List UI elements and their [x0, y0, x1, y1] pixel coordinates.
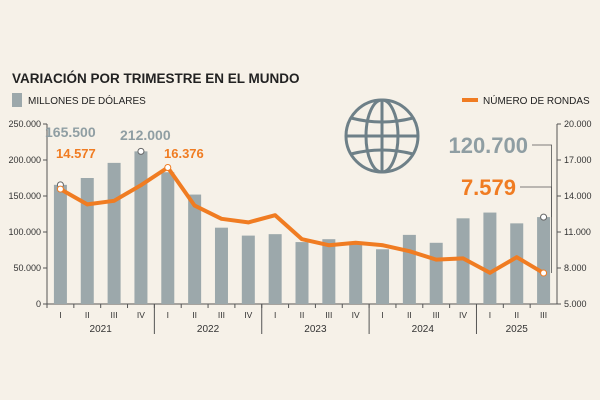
line-point: [246, 220, 251, 225]
legend-bar-swatch: [12, 93, 22, 107]
quarter-label: I: [489, 310, 491, 320]
annotation-marker: [137, 147, 145, 155]
year-label: 2024: [412, 324, 435, 335]
quarter-label: III: [111, 310, 118, 320]
axes: 0 50.000 100.000 150.000 200.000 250.000 5.000…: [8, 119, 591, 335]
annotation-leader: [532, 144, 552, 218]
annotation-marker: [56, 185, 64, 193]
quarter-label: II: [300, 310, 305, 320]
legend-bar-label: MILLONES DE DÓLARES: [28, 94, 146, 107]
legend-line-label: NÚMERO DE RONDAS: [483, 94, 590, 107]
annotation-marker: [540, 213, 548, 221]
year-label: 2022: [197, 324, 220, 335]
bar: [349, 242, 363, 304]
globe-icon: [344, 98, 420, 174]
line-point: [380, 243, 385, 247]
annotation-marker: [164, 163, 172, 171]
quarter-label: III: [433, 310, 440, 320]
quarter-label: I: [381, 310, 383, 320]
bar: [107, 162, 121, 304]
legend-bars: MILLONES DE DÓLARES: [12, 93, 146, 107]
line-point: [514, 255, 519, 259]
quarter-label: II: [514, 310, 519, 320]
bar: [214, 227, 228, 304]
chart-title: VARIACIÓN POR TRIMESTRE EN EL MUNDO: [12, 71, 300, 86]
right-tick-label: 20.000: [564, 119, 592, 129]
line-point: [488, 271, 492, 275]
quarter-label: III: [325, 310, 332, 320]
quarter-label: IV: [459, 310, 467, 320]
right-tick-label: 5.000: [564, 299, 587, 309]
bar: [241, 235, 255, 304]
annotation-label: 212.000: [120, 127, 171, 143]
bar: [161, 172, 175, 304]
bar: [510, 223, 524, 304]
bar: [268, 234, 282, 304]
left-tick-label: 150.000: [8, 191, 41, 201]
quarter-label: I: [274, 310, 276, 320]
year-label: 2021: [90, 324, 113, 335]
line-point: [407, 249, 412, 253]
line-point: [273, 213, 277, 217]
right-tick-label: 8.000: [564, 263, 587, 273]
quarter-label: I: [59, 310, 61, 320]
left-tick-label: 50.000: [13, 263, 41, 273]
annotation-label: 165.500: [45, 124, 96, 140]
line-point: [353, 241, 358, 245]
quarter-label: III: [540, 310, 547, 320]
bar: [376, 249, 390, 304]
bar: [402, 234, 416, 304]
annotation-leader: [520, 186, 552, 274]
quarter-label: II: [85, 310, 90, 320]
bar: [188, 194, 202, 304]
bars: [53, 151, 551, 304]
left-tick-label: 250.000: [8, 119, 41, 129]
line-point: [139, 183, 143, 187]
annotation-label: 120.700: [448, 133, 528, 158]
annotations: 165.500 212.000 14.577 16.376 120.700 7.579: [45, 124, 552, 277]
bar: [80, 178, 94, 304]
quarter-label: II: [407, 310, 412, 320]
bar: [456, 218, 470, 304]
bar: [322, 239, 336, 304]
line-point: [112, 199, 116, 203]
bar: [53, 184, 67, 304]
annotation-label: 16.376: [164, 146, 204, 161]
quarter-label: IV: [244, 310, 252, 320]
bar: [483, 212, 497, 304]
line-point: [219, 217, 224, 221]
left-tick-label: 100.000: [8, 227, 41, 237]
line-point: [327, 243, 331, 247]
right-tick-label: 11.000: [564, 227, 591, 237]
annotation-label: 14.577: [56, 146, 96, 161]
right-tick-label: 14.000: [564, 191, 592, 201]
line-point: [85, 202, 90, 207]
left-tick-label: 200.000: [8, 155, 41, 165]
line-point: [461, 256, 465, 261]
bar: [295, 242, 309, 304]
bar: [429, 242, 443, 304]
quarter-label: III: [218, 310, 225, 320]
quarter-label: I: [167, 310, 169, 320]
quarter-label: IV: [352, 310, 360, 320]
annotation-label: 7.579: [461, 175, 516, 200]
legend-line: NÚMERO DE RONDAS: [462, 94, 590, 107]
line-point: [434, 257, 439, 262]
bar: [537, 217, 551, 304]
year-label: 2023: [304, 324, 327, 335]
line-point: [300, 237, 304, 241]
quarter-label: II: [192, 310, 197, 320]
quarter-label: IV: [137, 310, 145, 320]
annotation-marker: [540, 269, 548, 277]
year-label: 2025: [506, 324, 529, 335]
bar: [134, 151, 148, 304]
line-point: [192, 203, 197, 208]
right-tick-label: 17.000: [564, 155, 592, 165]
left-tick-label: 0: [36, 299, 41, 309]
